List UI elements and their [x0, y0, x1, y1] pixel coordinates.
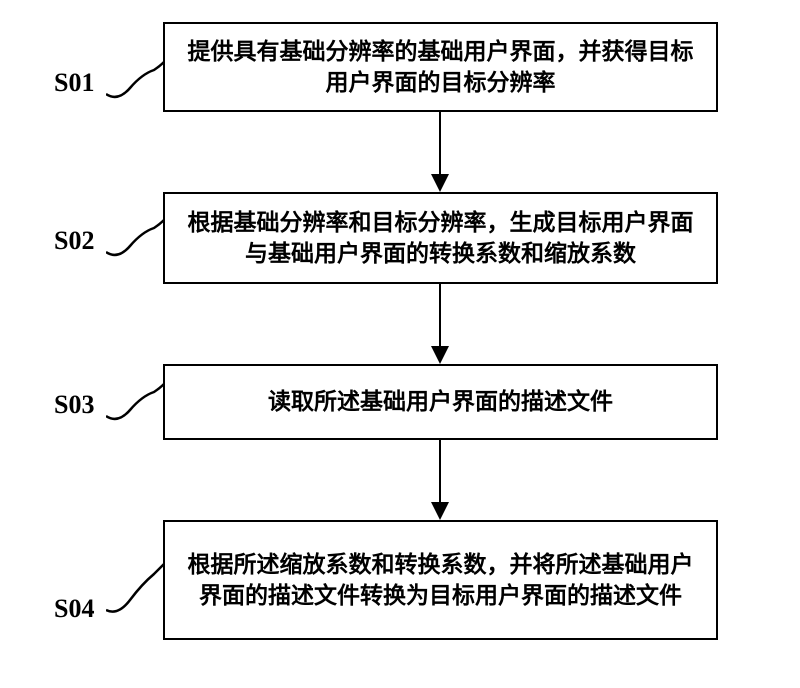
wavy-connector-s02: [106, 216, 164, 260]
step-label-s04: S04: [54, 594, 94, 624]
step-text-s04: 根据所述缩放系数和转换系数，并将所述基础用户界面的描述文件转换为目标用户界面的描…: [183, 549, 698, 611]
arrow-s01-s02: [439, 112, 441, 175]
wavy-connector-s03: [106, 380, 164, 424]
arrow-head-s02-s03: [431, 346, 449, 364]
step-text-s03: 读取所述基础用户界面的描述文件: [268, 386, 613, 417]
arrow-head-s01-s02: [431, 174, 449, 192]
step-box-s02: 根据基础分辨率和目标分辨率，生成目标用户界面与基础用户界面的转换系数和缩放系数: [163, 192, 718, 284]
arrow-s02-s03: [439, 284, 441, 347]
wavy-connector-s01: [106, 58, 164, 102]
step-label-s01: S01: [54, 68, 94, 98]
step-label-s03: S03: [54, 390, 94, 420]
wavy-connector-s04: [106, 560, 164, 616]
step-box-s04: 根据所述缩放系数和转换系数，并将所述基础用户界面的描述文件转换为目标用户界面的描…: [163, 520, 718, 640]
arrow-s03-s04: [439, 440, 441, 503]
step-label-s02: S02: [54, 226, 94, 256]
step-text-s02: 根据基础分辨率和目标分辨率，生成目标用户界面与基础用户界面的转换系数和缩放系数: [183, 207, 698, 269]
step-box-s03: 读取所述基础用户界面的描述文件: [163, 364, 718, 440]
step-box-s01: 提供具有基础分辨率的基础用户界面，并获得目标用户界面的目标分辨率: [163, 22, 718, 112]
step-text-s01: 提供具有基础分辨率的基础用户界面，并获得目标用户界面的目标分辨率: [183, 36, 698, 98]
arrow-head-s03-s04: [431, 502, 449, 520]
flowchart-canvas: S01 提供具有基础分辨率的基础用户界面，并获得目标用户界面的目标分辨率 S02…: [0, 0, 800, 688]
